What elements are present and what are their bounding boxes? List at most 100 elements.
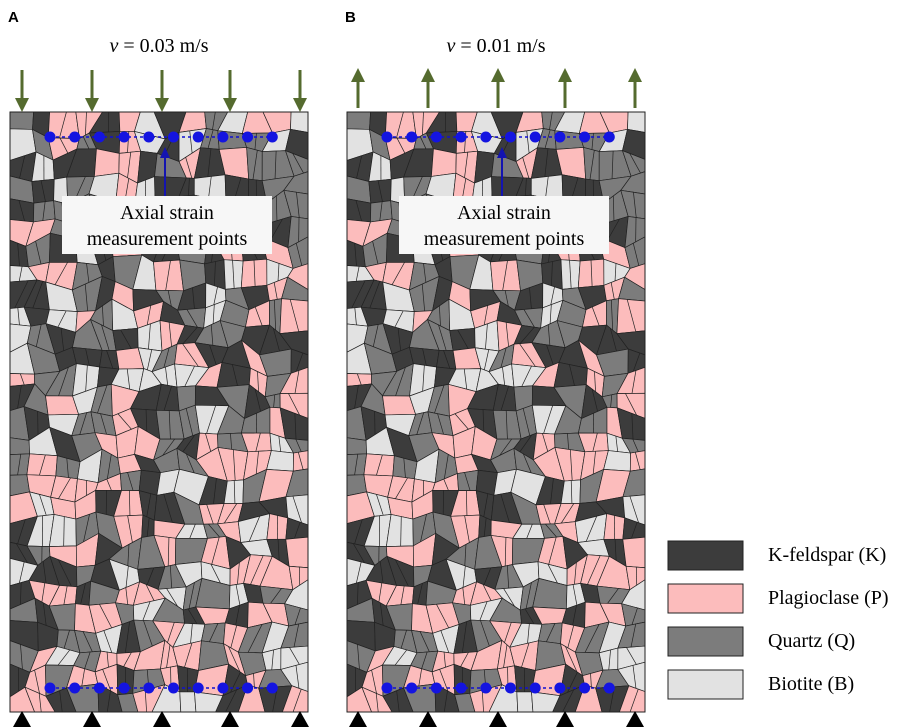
measurement-point: [554, 132, 565, 143]
load-arrow-head: [491, 68, 505, 82]
measurement-point: [217, 132, 228, 143]
measurement-point: [168, 683, 179, 694]
measurement-point: [431, 132, 442, 143]
velocity-variable: v: [446, 35, 455, 57]
mineral-grain: [10, 438, 30, 455]
mineral-grain: [457, 470, 478, 490]
mineral-grain: [113, 328, 138, 350]
mineral-grain: [431, 149, 456, 177]
mineral-grain: [49, 514, 76, 546]
measurement-point: [217, 683, 228, 694]
legend-label: K-feldspar (K): [768, 544, 886, 566]
annotation-text: measurement points: [424, 228, 585, 250]
mineral-grain: [623, 537, 645, 568]
support-triangle: [349, 711, 367, 727]
support-triangle: [13, 711, 31, 727]
measurement-point: [480, 132, 491, 143]
velocity-variable: v: [109, 35, 118, 57]
support-triangle: [626, 711, 644, 727]
load-arrow-head: [15, 98, 29, 112]
measurement-point: [406, 683, 417, 694]
load-arrow-head: [85, 98, 99, 112]
load-arrow-head: [558, 68, 572, 82]
mineral-grain: [437, 350, 456, 369]
mineral-grain: [247, 147, 263, 180]
measurement-point: [554, 683, 565, 694]
velocity-value: = 0.01 m/s: [460, 35, 545, 57]
measurement-point: [530, 683, 541, 694]
support-triangle: [419, 711, 437, 727]
measurement-point: [267, 132, 278, 143]
measurement-point: [242, 132, 253, 143]
measurement-point: [45, 132, 56, 143]
load-arrow-head: [421, 68, 435, 82]
load-arrow-head: [351, 68, 365, 82]
measurement-point: [604, 683, 615, 694]
legend-label: Plagioclase (P): [768, 587, 889, 609]
legend-swatch: [668, 670, 743, 699]
measurement-point: [406, 132, 417, 143]
panel-label: A: [8, 9, 19, 26]
measurement-point: [456, 683, 467, 694]
measurement-point: [242, 683, 253, 694]
mineral-grain: [290, 112, 308, 132]
support-triangle: [291, 711, 309, 727]
measurement-point: [505, 683, 516, 694]
mineral-grain: [347, 454, 367, 475]
measurement-point: [456, 132, 467, 143]
mineral-grain: [561, 480, 580, 504]
mineral-grain: [180, 692, 196, 712]
measurement-point: [69, 683, 80, 694]
measurement-point: [431, 683, 442, 694]
legend-swatch: [668, 627, 743, 656]
mineral-grain: [286, 537, 308, 568]
support-triangle: [153, 711, 171, 727]
mineral-grain: [94, 149, 119, 177]
mineral-grain: [267, 451, 294, 472]
mineral-grain: [153, 260, 183, 291]
mineral-grain: [10, 454, 30, 475]
measurement-point: [168, 132, 179, 143]
measurement-point: [45, 683, 56, 694]
mineral-grain: [10, 112, 34, 129]
velocity-label: v = 0.03 m/s: [109, 35, 208, 57]
annotation-text: Axial strain: [120, 202, 214, 224]
measurement-point: [119, 132, 130, 143]
measurement-point: [530, 132, 541, 143]
measurement-point: [579, 132, 590, 143]
measurement-point: [480, 683, 491, 694]
load-arrow-head: [155, 98, 169, 112]
measurement-point: [143, 683, 154, 694]
annotation-text: Axial strain: [457, 202, 551, 224]
mineral-grain: [100, 350, 119, 369]
panel-label: B: [345, 9, 356, 26]
measurement-point: [94, 683, 105, 694]
support-triangle: [489, 711, 507, 727]
mineral-grain: [450, 328, 475, 350]
measurement-point: [604, 132, 615, 143]
figure: Av = 0.03 m/s Axial strain measurement poi…: [0, 0, 921, 727]
measurement-point: [193, 132, 204, 143]
mineral-grain: [120, 470, 141, 490]
support-triangle: [556, 711, 574, 727]
legend-swatch: [668, 584, 743, 613]
legend-swatch: [668, 541, 743, 570]
mineral-grain: [617, 299, 645, 334]
support-triangle: [83, 711, 101, 727]
load-arrow-head: [223, 98, 237, 112]
annotation-text: measurement points: [87, 228, 248, 250]
mineral-grain: [224, 480, 243, 504]
measurement-point: [193, 683, 204, 694]
legend-label: Quartz (Q): [768, 630, 855, 652]
mineral-grain: [517, 692, 533, 712]
measurement-point: [382, 132, 393, 143]
measurement-point: [143, 132, 154, 143]
mineral-grain: [627, 112, 645, 132]
legend-label: Biotite (B): [768, 673, 854, 695]
mineral-grain: [584, 147, 600, 180]
measurement-point: [119, 683, 130, 694]
load-arrow-head: [628, 68, 642, 82]
velocity-value: = 0.03 m/s: [123, 35, 208, 57]
mineral-grain: [347, 112, 371, 129]
mineral-grain: [604, 451, 631, 472]
